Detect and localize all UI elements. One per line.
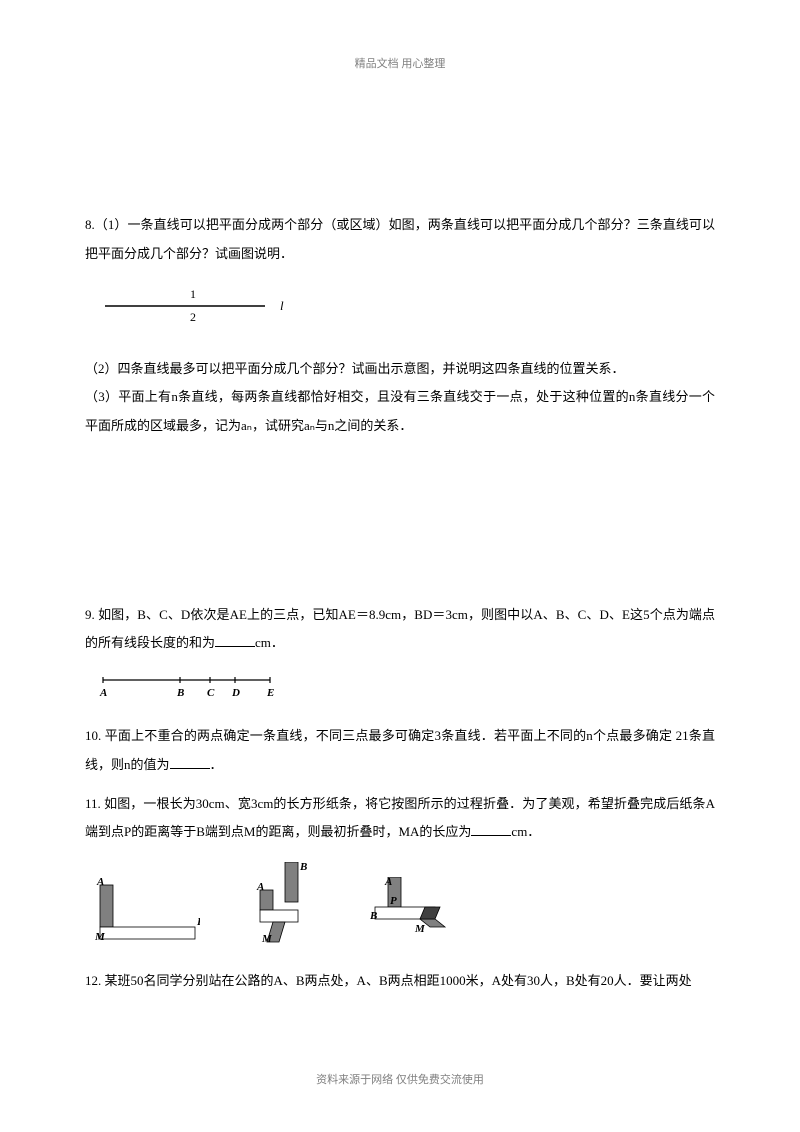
q8-part1: 8.（1）一条直线可以把平面分成两个部分（或区域）如图，两条直线可以把平面分成几…: [85, 211, 715, 268]
q11-text-before: 11. 如图，一根长为30cm、宽3cm的长方形纸条，将它按图所示的过程折叠．为…: [85, 796, 715, 840]
svg-text:C: C: [207, 687, 215, 699]
svg-text:B: B: [370, 910, 377, 922]
question-12: 12. 某班50名同学分别站在公路的A、B两点处，A、B两点相距1000米，A处…: [85, 967, 715, 996]
svg-text:A: A: [99, 687, 107, 699]
svg-text:A: A: [256, 881, 264, 893]
svg-text:B: B: [196, 916, 200, 928]
q10-text: 10. 平面上不重合的两点确定一条直线，不同三点最多可确定3条直线．若平面上不同…: [85, 722, 715, 779]
content-area: 8.（1）一条直线可以把平面分成两个部分（或区域）如图，两条直线可以把平面分成几…: [85, 211, 715, 995]
q11-text: 11. 如图，一根长为30cm、宽3cm的长方形纸条，将它按图所示的过程折叠．为…: [85, 790, 715, 847]
q8-part3: （3）平面上有n条直线，每两条直线都恰好相交，且没有三条直线交于一点，处于这种位…: [85, 383, 715, 440]
fold-step2-icon: A B M: [250, 862, 320, 947]
line-diagram-icon: 1 2 l: [95, 286, 295, 326]
svg-text:M: M: [95, 931, 106, 943]
svg-text:M: M: [261, 933, 273, 945]
svg-text:A: A: [384, 877, 392, 888]
footer-text: 资料来源于网络 仅供免费交流使用: [316, 1074, 484, 1086]
svg-text:B: B: [299, 862, 307, 873]
q9-text-before: 9. 如图，B、C、D依次是AE上的三点，已知AE＝8.9cm，BD＝3cm，则…: [85, 607, 715, 651]
svg-text:2: 2: [190, 310, 196, 324]
header-text: 精品文档 用心整理: [355, 58, 446, 70]
question-11: 11. 如图，一根长为30cm、宽3cm的长方形纸条，将它按图所示的过程折叠．为…: [85, 790, 715, 947]
q8-figure: 1 2 l: [95, 286, 715, 337]
q11-blank: [471, 822, 511, 836]
q10-blank: [170, 755, 210, 769]
fold-step1-icon: A M B: [95, 877, 200, 947]
line-segment-icon: A B C D E: [95, 670, 295, 700]
svg-text:P: P: [390, 895, 397, 907]
page-footer: 资料来源于网络 仅供免费交流使用: [0, 1071, 800, 1087]
q12-text: 12. 某班50名同学分别站在公路的A、B两点处，A、B两点相距1000米，A处…: [85, 967, 715, 996]
svg-text:B: B: [176, 687, 184, 699]
q11-text-after: cm．: [511, 824, 540, 839]
svg-text:E: E: [266, 687, 274, 699]
q10-text-after: ．: [210, 757, 223, 772]
svg-text:A: A: [96, 877, 104, 888]
q9-figure: A B C D E: [95, 670, 715, 711]
question-8: 8.（1）一条直线可以把平面分成两个部分（或区域）如图，两条直线可以把平面分成几…: [85, 211, 715, 441]
fold-step3-icon: A P B M: [370, 877, 460, 947]
svg-text:M: M: [414, 923, 426, 935]
page-header: 精品文档 用心整理: [85, 55, 715, 71]
svg-text:1: 1: [190, 287, 196, 301]
svg-text:D: D: [231, 687, 240, 699]
q9-text-after: cm．: [255, 635, 284, 650]
svg-text:l: l: [280, 298, 284, 313]
question-10: 10. 平面上不重合的两点确定一条直线，不同三点最多可确定3条直线．若平面上不同…: [85, 722, 715, 779]
q9-text: 9. 如图，B、C、D依次是AE上的三点，已知AE＝8.9cm，BD＝3cm，则…: [85, 601, 715, 658]
q9-blank: [215, 633, 255, 647]
q11-figure: A M B A B M A P B M: [95, 862, 715, 947]
question-9: 9. 如图，B、C、D依次是AE上的三点，已知AE＝8.9cm，BD＝3cm，则…: [85, 601, 715, 711]
q8-part2: （2）四条直线最多可以把平面分成几个部分？试画出示意图，并说明这四条直线的位置关…: [85, 355, 715, 384]
